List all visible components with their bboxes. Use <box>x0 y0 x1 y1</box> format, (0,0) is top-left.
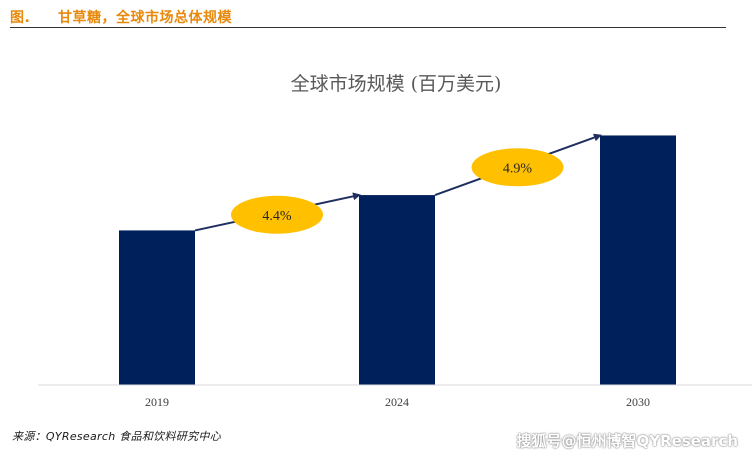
bar-2019 <box>119 230 195 385</box>
x-tick-2030: 2030 <box>626 395 650 409</box>
bars-group <box>119 135 676 385</box>
figure-label: 图. <box>10 10 31 26</box>
growth-label-2024-2030: 4.9% <box>503 161 533 176</box>
growth-badge-2019-2024 <box>231 195 323 234</box>
bar-2030 <box>600 135 676 385</box>
figure-title: 甘草糖，全球市场总体规模 <box>58 10 232 26</box>
growth-badge-2024-2030 <box>471 148 564 187</box>
x-tick-2019: 2019 <box>145 395 169 409</box>
x-tick-labels: 2019 2024 2030 <box>145 395 650 409</box>
chart-title: 全球市场规模 (百万美元) <box>291 73 502 95</box>
watermark: 搜狐号@恒州博智QYResearch <box>516 432 738 450</box>
growth-annotations: 4.4% 4.9% <box>231 148 564 234</box>
source-note: 来源：QYResearch 食品和饮料研究中心 <box>12 430 221 443</box>
x-tick-2024: 2024 <box>385 395 409 409</box>
bar-2024 <box>359 195 435 385</box>
growth-label-2019-2024: 4.4% <box>262 209 292 224</box>
bar-chart: 全球市场规模 (百万美元) 2019 2024 2030 4.4% 4.9% <box>38 73 752 409</box>
figure-header: 图. 甘草糖，全球市场总体规模 <box>10 4 726 28</box>
